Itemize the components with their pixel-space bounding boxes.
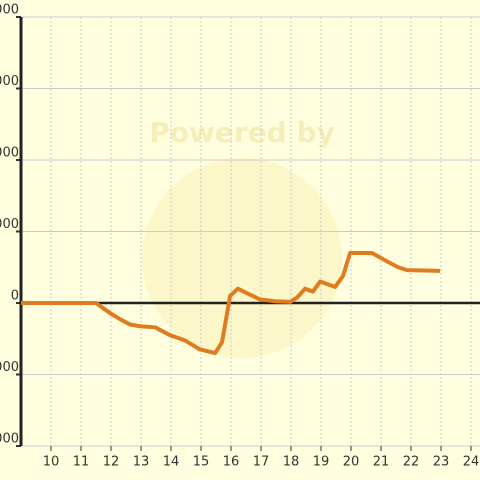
- x-tick-label: 22: [403, 455, 420, 470]
- watermark: Powered by: [149, 116, 335, 149]
- x-tick-label: 17: [253, 455, 270, 470]
- x-tick-label: 14: [163, 455, 180, 470]
- x-tick-label: 23: [433, 455, 450, 470]
- x-tick-label: 11: [73, 455, 90, 470]
- y-tick-label: 40,000: [0, 146, 19, 161]
- x-tick-label: 10: [43, 455, 60, 470]
- x-tick-label: 16: [223, 455, 240, 470]
- y-tick-label: 0: [11, 289, 19, 304]
- x-tick-label: 20: [343, 455, 360, 470]
- x-tick-label: 19: [313, 455, 330, 470]
- y-tick-label: 20,000: [0, 217, 19, 232]
- x-tick-label: 12: [103, 455, 120, 470]
- y-tick-label: -20,000: [0, 360, 19, 375]
- y-tick-label: -40,000: [0, 432, 19, 447]
- watermark-logo: [142, 158, 342, 358]
- x-tick-label: 15: [193, 455, 210, 470]
- x-tick-label: 21: [373, 455, 390, 470]
- y-tick-label: 80,000: [0, 3, 19, 18]
- y-tick-label: 60,000: [0, 74, 19, 89]
- line: [21, 250, 441, 356]
- x-tick-label: 18: [283, 455, 300, 470]
- x-tick-label: 24: [463, 455, 480, 470]
- x-tick-label: 13: [133, 455, 150, 470]
